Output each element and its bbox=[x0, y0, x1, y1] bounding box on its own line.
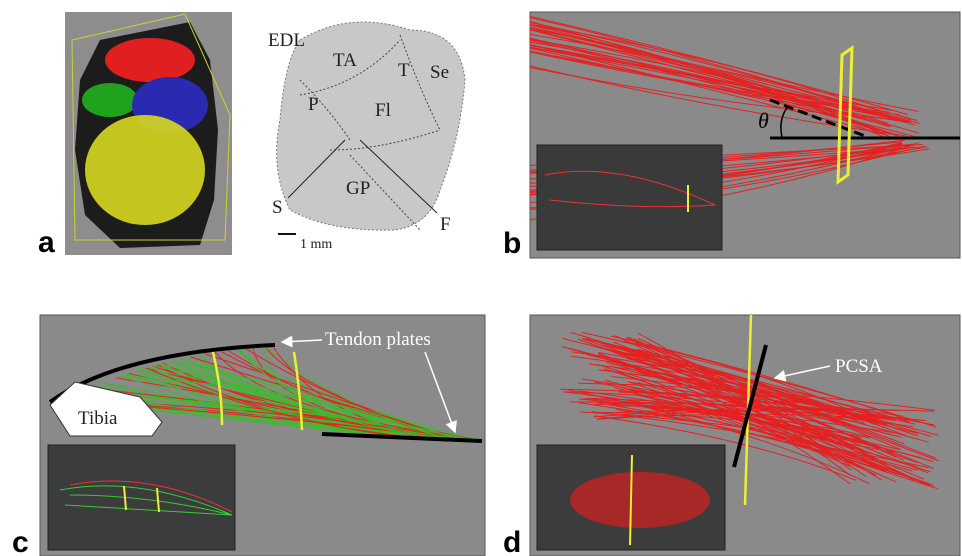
panel-c: Tibia Tendon plates c bbox=[12, 315, 485, 556]
scale-label: 1 mm bbox=[300, 237, 332, 252]
region-green bbox=[82, 83, 138, 117]
panel-label: c bbox=[12, 526, 29, 556]
panel-d: PCSA d bbox=[503, 315, 960, 556]
angle-label: θ bbox=[758, 108, 769, 133]
section-shape bbox=[277, 22, 465, 230]
region-yellow bbox=[85, 115, 205, 225]
region-label: F bbox=[440, 214, 451, 235]
panel-a: a bbox=[38, 12, 232, 259]
panel-label: b bbox=[503, 227, 521, 260]
tibia-label: Tibia bbox=[78, 408, 118, 429]
inset-fibers bbox=[570, 472, 710, 528]
cross-section: EDL TA T Se P Fl S GP F 1 mm bbox=[268, 22, 465, 252]
region-label: S bbox=[272, 197, 283, 218]
region-label: T bbox=[398, 60, 410, 81]
inset bbox=[48, 445, 235, 550]
region-red bbox=[105, 38, 195, 82]
inset bbox=[537, 145, 722, 250]
panel-b: θ b bbox=[503, 12, 960, 260]
region-label: GP bbox=[346, 178, 370, 199]
region-label: EDL bbox=[268, 30, 305, 51]
region-label: Se bbox=[430, 62, 449, 83]
figure: a EDL TA T Se P Fl S GP F 1 mm θ b bbox=[0, 0, 962, 556]
panel-label: d bbox=[503, 526, 521, 556]
annotation: Tendon plates bbox=[325, 329, 431, 350]
panel-label: a bbox=[38, 226, 55, 259]
region-label: TA bbox=[333, 50, 357, 71]
annotation: PCSA bbox=[835, 356, 883, 377]
region-label: P bbox=[308, 94, 319, 115]
region-label: Fl bbox=[375, 100, 391, 121]
